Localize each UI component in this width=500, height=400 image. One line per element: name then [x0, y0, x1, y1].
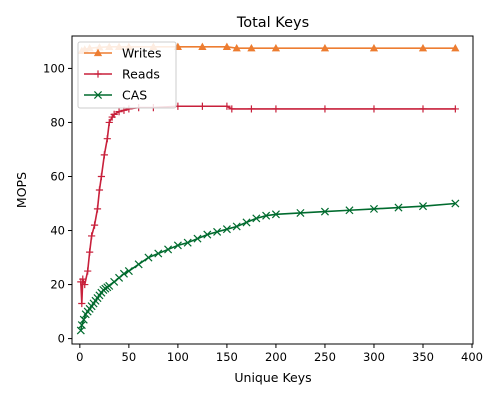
legend-label-reads: Reads	[122, 67, 160, 82]
x-tick-label: 150	[216, 350, 238, 364]
x-axis-label: Unique Keys	[234, 370, 311, 385]
data-point-reads	[78, 300, 85, 307]
x-tick-label: 50	[122, 350, 137, 364]
y-tick-label: 100	[43, 61, 65, 75]
y-axis-label: MOPS	[14, 172, 29, 208]
data-point-reads	[94, 205, 101, 212]
data-point-reads	[419, 105, 426, 112]
data-point-reads	[272, 105, 279, 112]
legend-label-cas: CAS	[122, 88, 147, 103]
x-tick-label: 200	[265, 350, 287, 364]
x-tick-label: 100	[167, 350, 189, 364]
data-point-reads	[88, 232, 95, 239]
data-point-cas	[243, 219, 250, 226]
y-tick-label: 40	[50, 224, 65, 238]
data-point-reads	[86, 249, 93, 256]
data-point-reads	[370, 105, 377, 112]
data-point-reads	[104, 135, 111, 142]
data-point-reads	[321, 105, 328, 112]
data-point-cas	[155, 250, 162, 257]
x-tick-label: 400	[461, 350, 483, 364]
data-point-reads	[248, 105, 255, 112]
y-tick-label: 0	[58, 332, 65, 346]
data-point-reads	[84, 267, 91, 274]
x-tick-label: 350	[412, 350, 434, 364]
data-point-cas	[111, 278, 118, 285]
data-point-cas	[135, 261, 142, 268]
y-tick-label: 80	[50, 115, 65, 129]
series-line-reads	[81, 106, 456, 303]
series-cas	[77, 200, 459, 334]
data-point-cas	[115, 274, 122, 281]
legend-label-writes: Writes	[122, 46, 162, 61]
data-point-reads	[98, 173, 105, 180]
data-point-reads	[452, 105, 459, 112]
x-tick-label: 250	[314, 350, 336, 364]
series-line-cas	[81, 204, 456, 331]
x-tick-label: 0	[76, 350, 83, 364]
data-point-cas	[194, 235, 201, 242]
data-point-reads	[101, 151, 108, 158]
data-point-cas	[80, 316, 87, 323]
data-point-reads	[199, 103, 206, 110]
data-point-cas	[145, 254, 152, 261]
y-tick-label: 60	[50, 169, 65, 183]
data-point-reads	[91, 222, 98, 229]
data-point-cas	[164, 246, 171, 253]
legend: Writes Reads CAS	[78, 42, 176, 108]
y-tick-label: 20	[50, 278, 65, 292]
chart-title: Total Keys	[236, 15, 309, 31]
x-tick-label: 300	[363, 350, 385, 364]
data-point-reads	[96, 186, 103, 193]
